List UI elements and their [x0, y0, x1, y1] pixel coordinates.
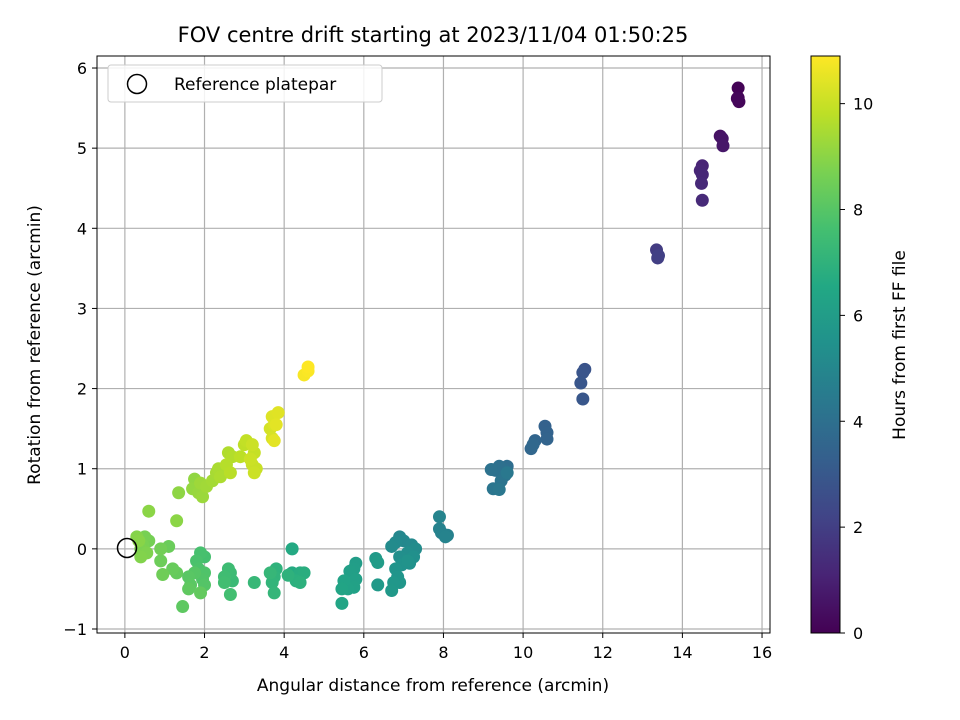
data-point	[574, 376, 588, 390]
data-point	[385, 539, 399, 553]
data-point	[243, 452, 257, 466]
data-point	[335, 582, 349, 596]
data-point	[484, 463, 498, 477]
colorbar-tick-label: 4	[853, 412, 863, 431]
data-point	[267, 434, 281, 448]
data-point	[731, 81, 745, 95]
x-tick-label: 0	[120, 643, 130, 662]
data-point	[335, 596, 349, 610]
data-point	[716, 139, 730, 153]
colorbar-label: Hours from first FF file	[890, 250, 910, 440]
data-point	[651, 249, 665, 263]
data-point	[492, 483, 506, 497]
x-tick-label: 6	[359, 643, 369, 662]
x-tick-label: 10	[513, 643, 533, 662]
x-ticks: 0 2 4 6 8 10 12 14 16	[120, 633, 772, 662]
colorbar-ticks: 0 2 4 6 8 10	[840, 95, 873, 643]
y-ticks: −1 0 1 2 3 4 5 6	[63, 59, 97, 639]
x-tick-label: 12	[593, 643, 613, 662]
data-point	[301, 360, 315, 374]
data-point	[269, 418, 283, 432]
data-point	[142, 504, 156, 518]
data-point	[223, 466, 237, 480]
data-point	[154, 554, 168, 568]
data-point	[371, 578, 385, 592]
data-point	[540, 432, 554, 446]
data-point	[271, 406, 285, 420]
data-point	[432, 510, 446, 524]
data-point	[500, 466, 514, 480]
grid	[97, 56, 770, 633]
legend: Reference platepar	[107, 64, 383, 103]
y-tick-label: 0	[77, 540, 87, 559]
data-point	[263, 566, 277, 580]
legend-marker	[126, 73, 148, 95]
data-point	[156, 567, 170, 581]
data-point	[267, 586, 281, 600]
legend-label-reference: Reference platepar	[174, 75, 336, 95]
data-point	[245, 438, 259, 452]
y-tick-label: 4	[77, 219, 87, 238]
data-point	[223, 588, 237, 602]
data-point	[196, 490, 210, 504]
data-point	[217, 576, 231, 590]
plot-frame	[96, 55, 771, 634]
data-point	[385, 584, 399, 598]
x-tick-label: 16	[752, 643, 772, 662]
data-point	[166, 562, 180, 576]
y-axis-label: Rotation from reference (arcmin)	[25, 205, 45, 485]
data-point	[176, 600, 190, 614]
scatter-points	[130, 81, 746, 614]
data-point	[170, 514, 184, 528]
data-point	[576, 392, 590, 406]
data-point	[526, 438, 540, 452]
legend-box	[107, 64, 383, 103]
colorbar-tick-label: 0	[853, 624, 863, 643]
data-point	[401, 554, 415, 568]
y-tick-label: 5	[77, 139, 87, 158]
data-point	[213, 470, 227, 484]
data-point	[172, 486, 186, 500]
data-point	[285, 542, 299, 556]
data-point	[281, 568, 295, 582]
data-point	[576, 366, 590, 380]
y-tick-label: −1	[63, 620, 87, 639]
data-point	[695, 176, 709, 190]
x-tick-label: 4	[279, 643, 289, 662]
data-point	[134, 550, 148, 564]
y-tick-label: 1	[77, 460, 87, 479]
x-tick-label: 8	[438, 643, 448, 662]
x-axis-label: Angular distance from reference (arcmin)	[257, 676, 609, 696]
colorbar-tick-label: 10	[853, 95, 873, 114]
data-point	[194, 586, 208, 600]
colorbar-tick-label: 8	[853, 201, 863, 220]
colorbar	[810, 55, 841, 634]
data-point	[247, 576, 261, 590]
data-point	[695, 193, 709, 207]
colorbar-tick-label: 6	[853, 306, 863, 325]
y-tick-label: 3	[77, 299, 87, 318]
chart-title: FOV centre drift starting at 2023/11/04 …	[178, 23, 689, 47]
data-point	[182, 582, 196, 596]
data-point	[154, 542, 168, 556]
data-point	[293, 576, 307, 590]
colorbar-tick-label: 2	[853, 518, 863, 537]
data-point	[247, 466, 261, 480]
data-point	[233, 450, 247, 464]
reference-marker	[116, 537, 138, 559]
x-tick-label: 2	[199, 643, 209, 662]
x-tick-label: 14	[672, 643, 692, 662]
data-point	[371, 555, 385, 569]
y-tick-label: 2	[77, 380, 87, 399]
y-tick-label: 6	[77, 59, 87, 78]
data-point	[730, 91, 744, 105]
data-point	[438, 530, 452, 544]
